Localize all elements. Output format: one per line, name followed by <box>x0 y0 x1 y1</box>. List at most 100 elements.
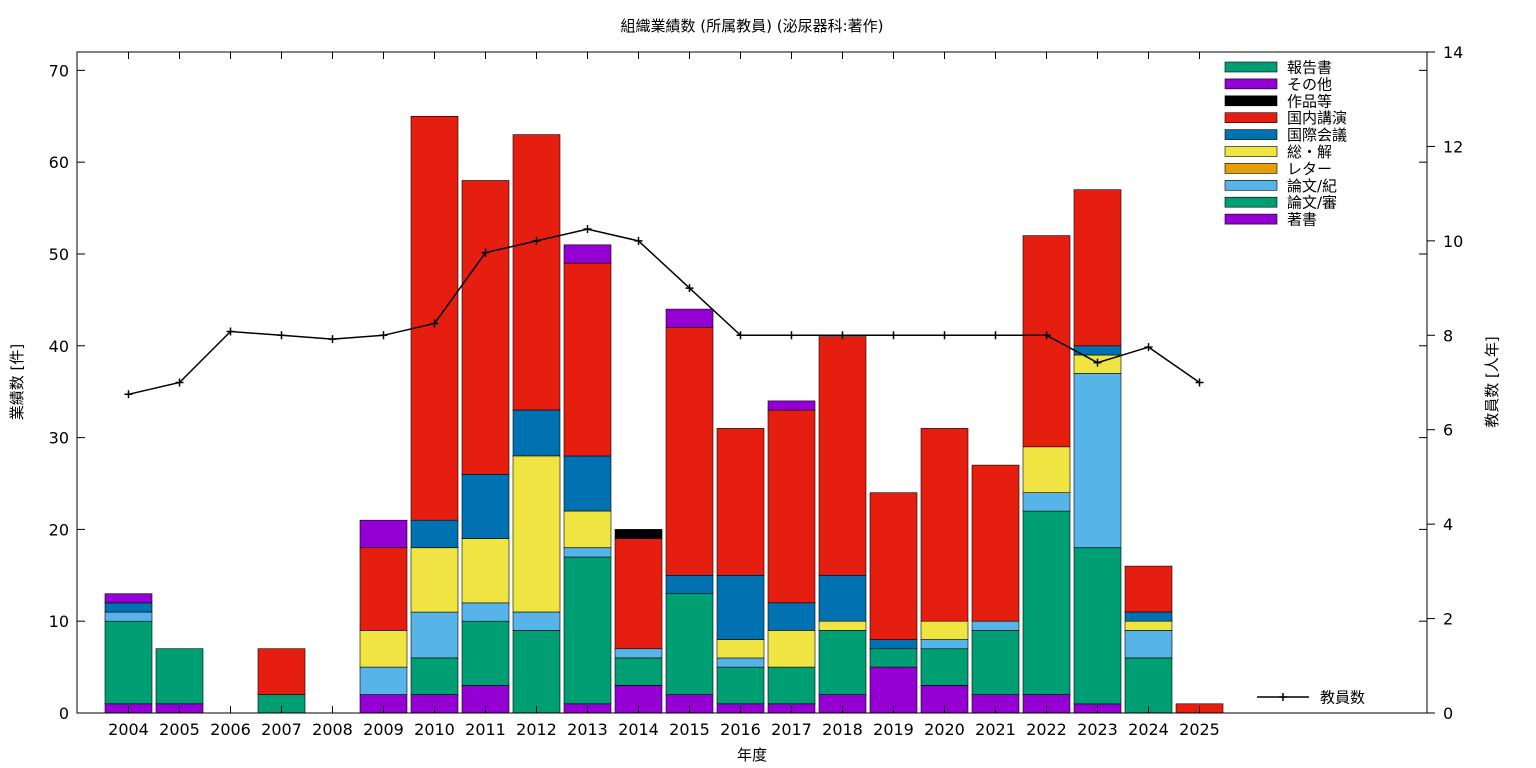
bar-2021-series-2 <box>971 620 1020 631</box>
bar-2011-series-6 <box>461 180 510 475</box>
legend-label-8: その他 <box>1287 75 1332 93</box>
line-layer <box>124 225 1204 399</box>
bar-2011-series-2 <box>461 602 510 622</box>
y-tick-label: 20 <box>49 520 69 539</box>
bar-2020-series-4 <box>920 620 969 640</box>
y2-axis-label: 教員数 [人年] <box>1483 336 1501 427</box>
bar-2007-series-6 <box>257 648 306 695</box>
x-tick-label: 2008 <box>312 720 353 739</box>
faculty-point <box>634 236 643 245</box>
faculty-point <box>430 319 439 328</box>
bar-2021-series-6 <box>971 464 1020 622</box>
bar-2016-series-6 <box>716 428 765 576</box>
faculty-point <box>226 327 235 336</box>
bar-2024-series-4 <box>1124 620 1173 631</box>
bar-2018-series-6 <box>818 336 867 576</box>
x-tick-label: 2011 <box>465 720 506 739</box>
y-tick-label: 50 <box>49 245 69 264</box>
bar-2023-series-6 <box>1073 189 1122 347</box>
y-tick-label: 30 <box>49 429 69 448</box>
legend-swatch-6 <box>1224 112 1278 123</box>
bar-2017-series-4 <box>767 630 816 668</box>
bar-2004-series-1 <box>104 620 153 705</box>
bar-2018-series-1 <box>818 630 867 696</box>
bar-2023-series-2 <box>1073 372 1122 548</box>
bar-2024-series-1 <box>1124 657 1173 714</box>
y2-tick-label: 10 <box>1443 232 1463 251</box>
bar-2022-series-2 <box>1022 492 1071 512</box>
faculty-point <box>1195 378 1204 387</box>
legend-label-1: 論文/審 <box>1287 194 1337 212</box>
bar-2013-series-1 <box>563 556 612 705</box>
faculty-point <box>175 378 184 387</box>
bar-2016-series-1 <box>716 666 765 705</box>
bar-2015-series-6 <box>665 327 714 576</box>
bar-2011-series-5 <box>461 473 510 539</box>
faculty-point <box>736 331 745 340</box>
bar-2010-series-6 <box>410 116 459 521</box>
bar-2020-series-1 <box>920 648 969 686</box>
faculty-point <box>1144 343 1153 352</box>
faculty-point <box>328 335 337 344</box>
legend-line-label: 教員数 <box>1320 689 1365 707</box>
bar-2024-series-5 <box>1124 611 1173 622</box>
x-axis-label: 年度 <box>737 746 767 764</box>
legend-label-2: 論文/紀 <box>1287 177 1337 195</box>
x-tick-label: 2018 <box>822 720 863 739</box>
x-tick-label: 2020 <box>924 720 965 739</box>
x-tick-label: 2006 <box>210 720 251 739</box>
bar-2009-series-6 <box>359 547 408 631</box>
x-tick-label: 2004 <box>108 720 149 739</box>
bar-2004-series-8 <box>104 593 153 604</box>
bar-2019-series-6 <box>869 492 918 640</box>
faculty-line <box>128 228 1200 396</box>
faculty-point <box>379 331 388 340</box>
bar-2024-series-6 <box>1124 565 1173 613</box>
bar-2012-series-4 <box>512 455 561 613</box>
legend-line-marker <box>1279 693 1287 701</box>
y-axis-label: 業績数 [件] <box>8 344 26 420</box>
faculty-point <box>1093 358 1102 367</box>
bar-2016-series-5 <box>716 574 765 640</box>
chart-title: 組織業績数 (所属教員) (泌尿器科:著作) <box>621 17 884 35</box>
x-tick-label: 2016 <box>720 720 761 739</box>
x-tick-label: 2013 <box>567 720 608 739</box>
y2-axis: 0 2 4 6 8 10 12 14 <box>1427 43 1463 723</box>
bar-2013-series-8 <box>563 244 612 264</box>
legend-swatch-0 <box>1224 213 1278 225</box>
bar-2017-series-5 <box>767 602 816 631</box>
faculty-point <box>685 284 694 293</box>
faculty-point <box>532 236 541 245</box>
bar-2010-series-1 <box>410 657 459 695</box>
bar-2013-series-2 <box>563 547 612 558</box>
bar-layer <box>104 116 1224 714</box>
x-tick-label: 2023 <box>1077 720 1118 739</box>
bar-2019-series-1 <box>869 648 918 668</box>
legend-label-4: 総・解 <box>1287 143 1332 161</box>
y2-tick-label: 0 <box>1443 704 1453 723</box>
x-tick-label: 2024 <box>1128 720 1169 739</box>
y-tick-label: 0 <box>59 704 69 723</box>
x-tick-label: 2021 <box>975 720 1016 739</box>
x-tick-label: 2019 <box>873 720 914 739</box>
bar-2015-series-1 <box>665 593 714 696</box>
bar-2017-series-1 <box>767 666 816 705</box>
bar-2018-series-5 <box>818 574 867 622</box>
bar-2018-series-4 <box>818 620 867 631</box>
x-tick-label: 2017 <box>771 720 812 739</box>
legend-swatch-8 <box>1224 78 1278 90</box>
faculty-point <box>124 390 133 399</box>
faculty-point <box>787 331 796 340</box>
bar-2022-series-6 <box>1022 235 1071 448</box>
legend-label-7: 作品等 <box>1287 92 1332 110</box>
faculty-point <box>481 248 490 257</box>
bar-2012-series-1 <box>512 630 561 714</box>
legend-label-3: レター <box>1287 160 1332 178</box>
bar-2015-series-8 <box>665 308 714 328</box>
legend-label-9: 報告書 <box>1287 59 1332 77</box>
x-tick-label: 2014 <box>618 720 659 739</box>
legend-swatch-1 <box>1224 196 1278 208</box>
x-tick-label: 2005 <box>159 720 200 739</box>
x-tick-label: 2010 <box>414 720 455 739</box>
x-tick-label: 2012 <box>516 720 557 739</box>
